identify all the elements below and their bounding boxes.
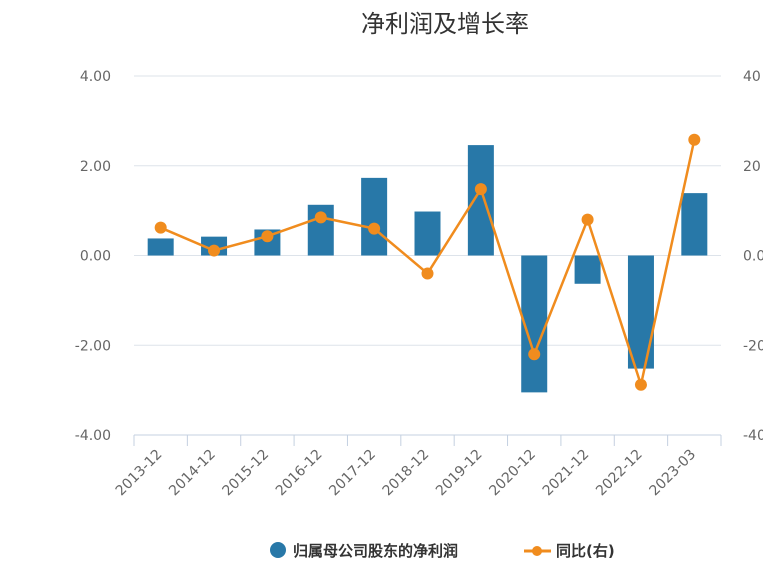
- bar: [574, 255, 601, 284]
- line-point: [634, 378, 647, 391]
- left-tick-label: 0.00: [80, 249, 111, 265]
- bar: [361, 177, 388, 256]
- x-tick-label: 2014-12: [166, 447, 219, 500]
- x-tick-label: 2021-12: [540, 447, 593, 500]
- line-point: [368, 222, 381, 235]
- left-tick-label: -2.00: [75, 338, 111, 354]
- x-tick-label: 2022-12: [593, 447, 646, 500]
- legend-bar-marker: [270, 542, 286, 558]
- x-tick-label: 2017-12: [326, 447, 379, 500]
- x-tick-label: 2013-12: [113, 447, 166, 500]
- x-tick-label: 2020-12: [486, 447, 539, 500]
- line-point: [208, 244, 221, 257]
- right-tick-label: -20: [743, 338, 763, 354]
- line-point: [261, 230, 274, 243]
- right-tick-label: 20: [743, 159, 761, 175]
- line-point: [314, 211, 327, 224]
- series-line: [160, 139, 696, 390]
- left-tick-label: -4.00: [75, 428, 111, 444]
- x-tick-label: 2015-12: [220, 447, 273, 500]
- legend-bar-label: 归属母公司股东的净利润: [293, 542, 458, 560]
- chart-title: 净利润及增长率: [361, 10, 529, 38]
- line-point: [421, 267, 434, 280]
- line-point: [528, 348, 541, 361]
- legend-line-dot: [532, 546, 542, 556]
- bar: [681, 193, 708, 256]
- x-tick-label: 2018-12: [380, 447, 433, 500]
- bar: [627, 255, 654, 369]
- right-tick-label: -40: [743, 428, 763, 444]
- left-tick-label: 4.00: [80, 69, 111, 85]
- line-point: [688, 133, 701, 146]
- right-tick-label: 40: [743, 69, 761, 85]
- x-axis: 2013-12 2014-12 2015-12 2016-12 2017-12 2018-…: [113, 434, 722, 500]
- line-point: [474, 183, 487, 196]
- x-tick-label: 2016-12: [273, 447, 326, 500]
- legend: 归属母公司股东的净利润 同比(右): [270, 542, 615, 560]
- bar: [147, 238, 174, 256]
- bar: [414, 211, 441, 256]
- legend-line-label: 同比(右): [556, 542, 615, 560]
- x-tick-label: 2019-12: [433, 447, 486, 500]
- right-axis: 40 20 0.0 -20 -40: [743, 69, 763, 444]
- x-tick-label: 2023-03: [646, 447, 699, 500]
- line-series: [154, 133, 701, 391]
- line-point: [581, 213, 594, 226]
- line-point: [154, 221, 167, 234]
- right-tick-label: 0.0: [743, 249, 763, 265]
- left-axis: 4.00 2.00 0.00 -2.00 -4.00: [75, 69, 111, 444]
- bar: [467, 145, 494, 256]
- left-tick-label: 2.00: [80, 159, 111, 175]
